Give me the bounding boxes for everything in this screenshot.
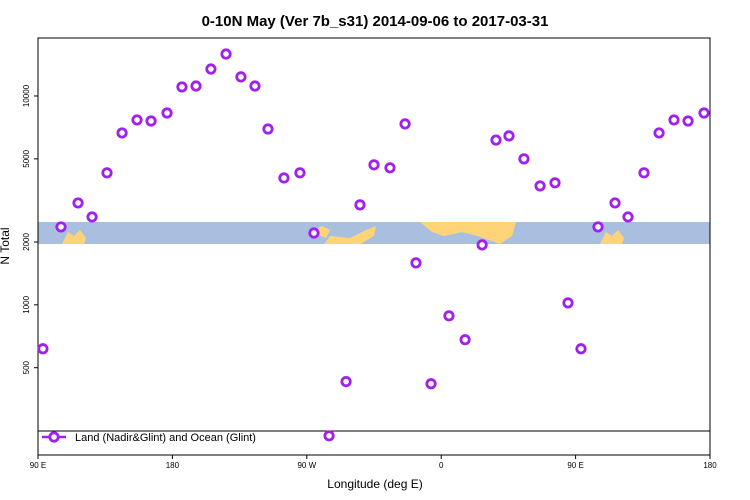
point bbox=[116, 127, 128, 139]
legend-marker bbox=[48, 431, 60, 443]
point bbox=[55, 221, 67, 233]
x-tick-label: 90 E bbox=[30, 461, 46, 470]
point bbox=[562, 297, 574, 309]
plot-frame bbox=[37, 37, 711, 456]
x-axis-label: Longitude (deg E) bbox=[327, 477, 422, 491]
point bbox=[278, 172, 290, 184]
y-axis-label: N Total bbox=[0, 227, 12, 264]
x-tick-label: 90 E bbox=[567, 461, 583, 470]
x-tick-label: 180 bbox=[703, 461, 717, 470]
point bbox=[638, 167, 650, 179]
point bbox=[476, 239, 488, 251]
point bbox=[368, 159, 380, 171]
point bbox=[190, 80, 202, 92]
point bbox=[294, 167, 306, 179]
y-tick-label: 500 bbox=[22, 360, 31, 374]
y-tick-label: 5000 bbox=[22, 149, 31, 167]
point bbox=[490, 134, 502, 146]
point bbox=[220, 48, 232, 60]
point bbox=[235, 71, 247, 83]
legend-label: Land (Nadir&Glint) and Ocean (Glint) bbox=[75, 432, 256, 444]
point bbox=[534, 180, 546, 192]
map-land bbox=[62, 222, 624, 244]
point bbox=[262, 123, 274, 135]
point bbox=[503, 130, 515, 142]
point bbox=[249, 80, 261, 92]
y-tick-label: 1000 bbox=[22, 295, 31, 313]
point bbox=[176, 81, 188, 93]
y-tick-label: 10000 bbox=[22, 84, 31, 107]
point bbox=[37, 343, 49, 355]
point bbox=[609, 197, 621, 209]
point bbox=[145, 115, 157, 127]
point bbox=[592, 221, 604, 233]
point bbox=[354, 199, 366, 211]
point bbox=[205, 63, 217, 75]
point bbox=[308, 227, 320, 239]
point bbox=[668, 114, 680, 126]
point bbox=[653, 127, 665, 139]
point bbox=[101, 167, 113, 179]
point bbox=[622, 211, 634, 223]
point bbox=[682, 115, 694, 127]
x-tick-label: 0 bbox=[439, 461, 444, 470]
point bbox=[384, 162, 396, 174]
point bbox=[549, 177, 561, 189]
x-tick-label: 90 W bbox=[297, 461, 316, 470]
point bbox=[459, 334, 471, 346]
chart-title: 0-10N May (Ver 7b_s31) 2014-09-06 to 201… bbox=[202, 13, 549, 30]
point bbox=[575, 343, 587, 355]
point bbox=[340, 376, 352, 388]
point bbox=[131, 114, 143, 126]
point bbox=[161, 107, 173, 119]
point bbox=[86, 211, 98, 223]
point bbox=[425, 378, 437, 390]
point bbox=[698, 107, 710, 119]
point bbox=[443, 310, 455, 322]
point bbox=[72, 197, 84, 209]
x-tick-label: 180 bbox=[166, 461, 180, 470]
point bbox=[399, 118, 411, 130]
point bbox=[323, 430, 335, 442]
y-tick-label: 2000 bbox=[22, 233, 31, 251]
point bbox=[518, 153, 530, 165]
point bbox=[410, 257, 422, 269]
